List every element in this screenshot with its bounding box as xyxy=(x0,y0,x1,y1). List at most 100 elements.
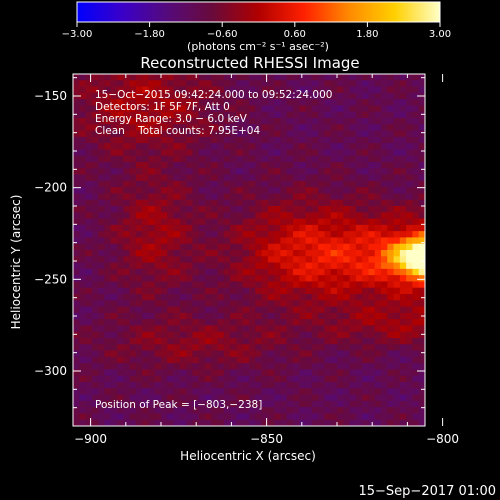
heatmap-cell xyxy=(211,136,219,144)
heatmap-cell xyxy=(324,312,332,320)
heatmap-cell xyxy=(211,99,219,107)
heatmap-cell xyxy=(91,268,99,276)
heatmap-cell xyxy=(98,212,106,220)
heatmap-cell xyxy=(337,149,344,157)
heatmap-cell xyxy=(230,187,238,195)
heatmap-cell xyxy=(286,250,294,257)
heatmap-cell xyxy=(337,256,344,264)
heatmap-cell xyxy=(135,168,143,176)
heatmap-cell xyxy=(393,256,401,264)
heatmap-cell xyxy=(110,294,118,301)
heatmap-cell xyxy=(230,168,238,176)
heatmap-cell xyxy=(393,407,401,415)
heatmap-cell xyxy=(261,243,269,251)
heatmap-cell xyxy=(173,180,181,188)
heatmap-cell xyxy=(154,300,162,308)
heatmap-cell xyxy=(211,105,219,113)
heatmap-cell xyxy=(104,394,112,402)
heatmap-cell xyxy=(286,74,294,81)
heatmap-cell xyxy=(217,143,225,151)
heatmap-cell xyxy=(236,155,244,163)
heatmap-cell xyxy=(73,218,80,226)
heatmap-cell xyxy=(343,143,351,151)
heatmap-cell xyxy=(267,325,275,333)
heatmap-cell xyxy=(267,250,275,257)
heatmap-cell xyxy=(173,344,181,352)
heatmap-cell xyxy=(412,250,420,257)
heatmap-cell xyxy=(362,187,370,195)
heatmap-cell xyxy=(249,394,256,402)
heatmap-cell xyxy=(399,193,407,201)
heatmap-cell xyxy=(186,193,194,201)
heatmap-cell xyxy=(393,237,401,245)
heatmap-cell xyxy=(293,168,300,176)
heatmap-cell xyxy=(318,136,326,144)
heatmap-cell xyxy=(198,375,206,383)
heatmap-cell xyxy=(318,268,326,276)
heatmap-cell xyxy=(135,294,143,301)
heatmap-cell xyxy=(318,155,326,163)
heatmap-cell xyxy=(318,363,326,371)
heatmap-cell xyxy=(399,155,407,163)
heatmap-cell xyxy=(274,338,282,345)
heatmap-cell xyxy=(274,224,282,232)
heatmap-cell xyxy=(179,331,187,339)
heatmap-cell xyxy=(305,80,313,88)
heatmap-cell xyxy=(110,231,118,239)
heatmap-cell xyxy=(223,224,231,232)
heatmap-cell xyxy=(79,193,87,201)
heatmap-cell xyxy=(286,136,294,144)
heatmap-cell xyxy=(343,262,351,270)
heatmap-cell xyxy=(368,243,376,251)
heatmap-cell xyxy=(205,325,212,333)
heatmap-cell xyxy=(299,287,307,295)
heatmap-cell xyxy=(299,224,307,232)
heatmap-cell xyxy=(286,143,294,151)
heatmap-cell xyxy=(280,111,288,119)
heatmap-cell xyxy=(387,287,395,295)
heatmap-cell xyxy=(211,262,219,270)
heatmap-cell xyxy=(230,149,238,157)
heatmap-cell xyxy=(318,306,326,314)
heatmap-cell xyxy=(299,130,307,138)
heatmap-cell xyxy=(205,155,212,163)
heatmap-cell xyxy=(110,256,118,264)
heatmap-cell xyxy=(154,413,162,421)
heatmap-cell xyxy=(255,174,263,182)
heatmap-cell xyxy=(412,394,420,402)
heatmap-cell xyxy=(374,268,382,276)
heatmap-cell xyxy=(129,419,137,426)
heatmap-cell xyxy=(330,86,338,94)
heatmap-cell xyxy=(255,369,263,377)
heatmap-cell xyxy=(186,300,194,308)
heatmap-cell xyxy=(85,312,93,320)
heatmap-cell xyxy=(311,287,319,295)
heatmap-cell xyxy=(261,306,269,314)
heatmap-cell xyxy=(79,231,87,239)
heatmap-cell xyxy=(192,155,200,163)
heatmap-cell xyxy=(179,319,187,327)
heatmap-cell xyxy=(104,413,112,421)
heatmap-cell xyxy=(179,130,187,138)
heatmap-cell xyxy=(368,92,376,100)
heatmap-cell xyxy=(154,356,162,364)
heatmap-cell xyxy=(148,388,156,396)
heatmap-cell xyxy=(374,413,382,421)
heatmap-cell xyxy=(255,262,263,270)
heatmap-cell xyxy=(198,80,206,88)
heatmap-cell xyxy=(223,262,231,270)
heatmap-cell xyxy=(368,268,376,276)
heatmap-cell xyxy=(161,394,168,402)
heatmap-cell xyxy=(173,118,181,125)
heatmap-cell xyxy=(173,325,181,333)
heatmap-cell xyxy=(412,413,420,421)
heatmap-cell xyxy=(223,356,231,364)
heatmap-cell xyxy=(179,375,187,383)
heatmap-cell xyxy=(236,294,244,301)
heatmap-cell xyxy=(236,237,244,245)
heatmap-cell xyxy=(399,419,407,426)
heatmap-cell xyxy=(123,413,131,421)
heatmap-cell xyxy=(305,92,313,100)
heatmap-cell xyxy=(305,338,313,345)
heatmap-cell xyxy=(192,243,200,251)
